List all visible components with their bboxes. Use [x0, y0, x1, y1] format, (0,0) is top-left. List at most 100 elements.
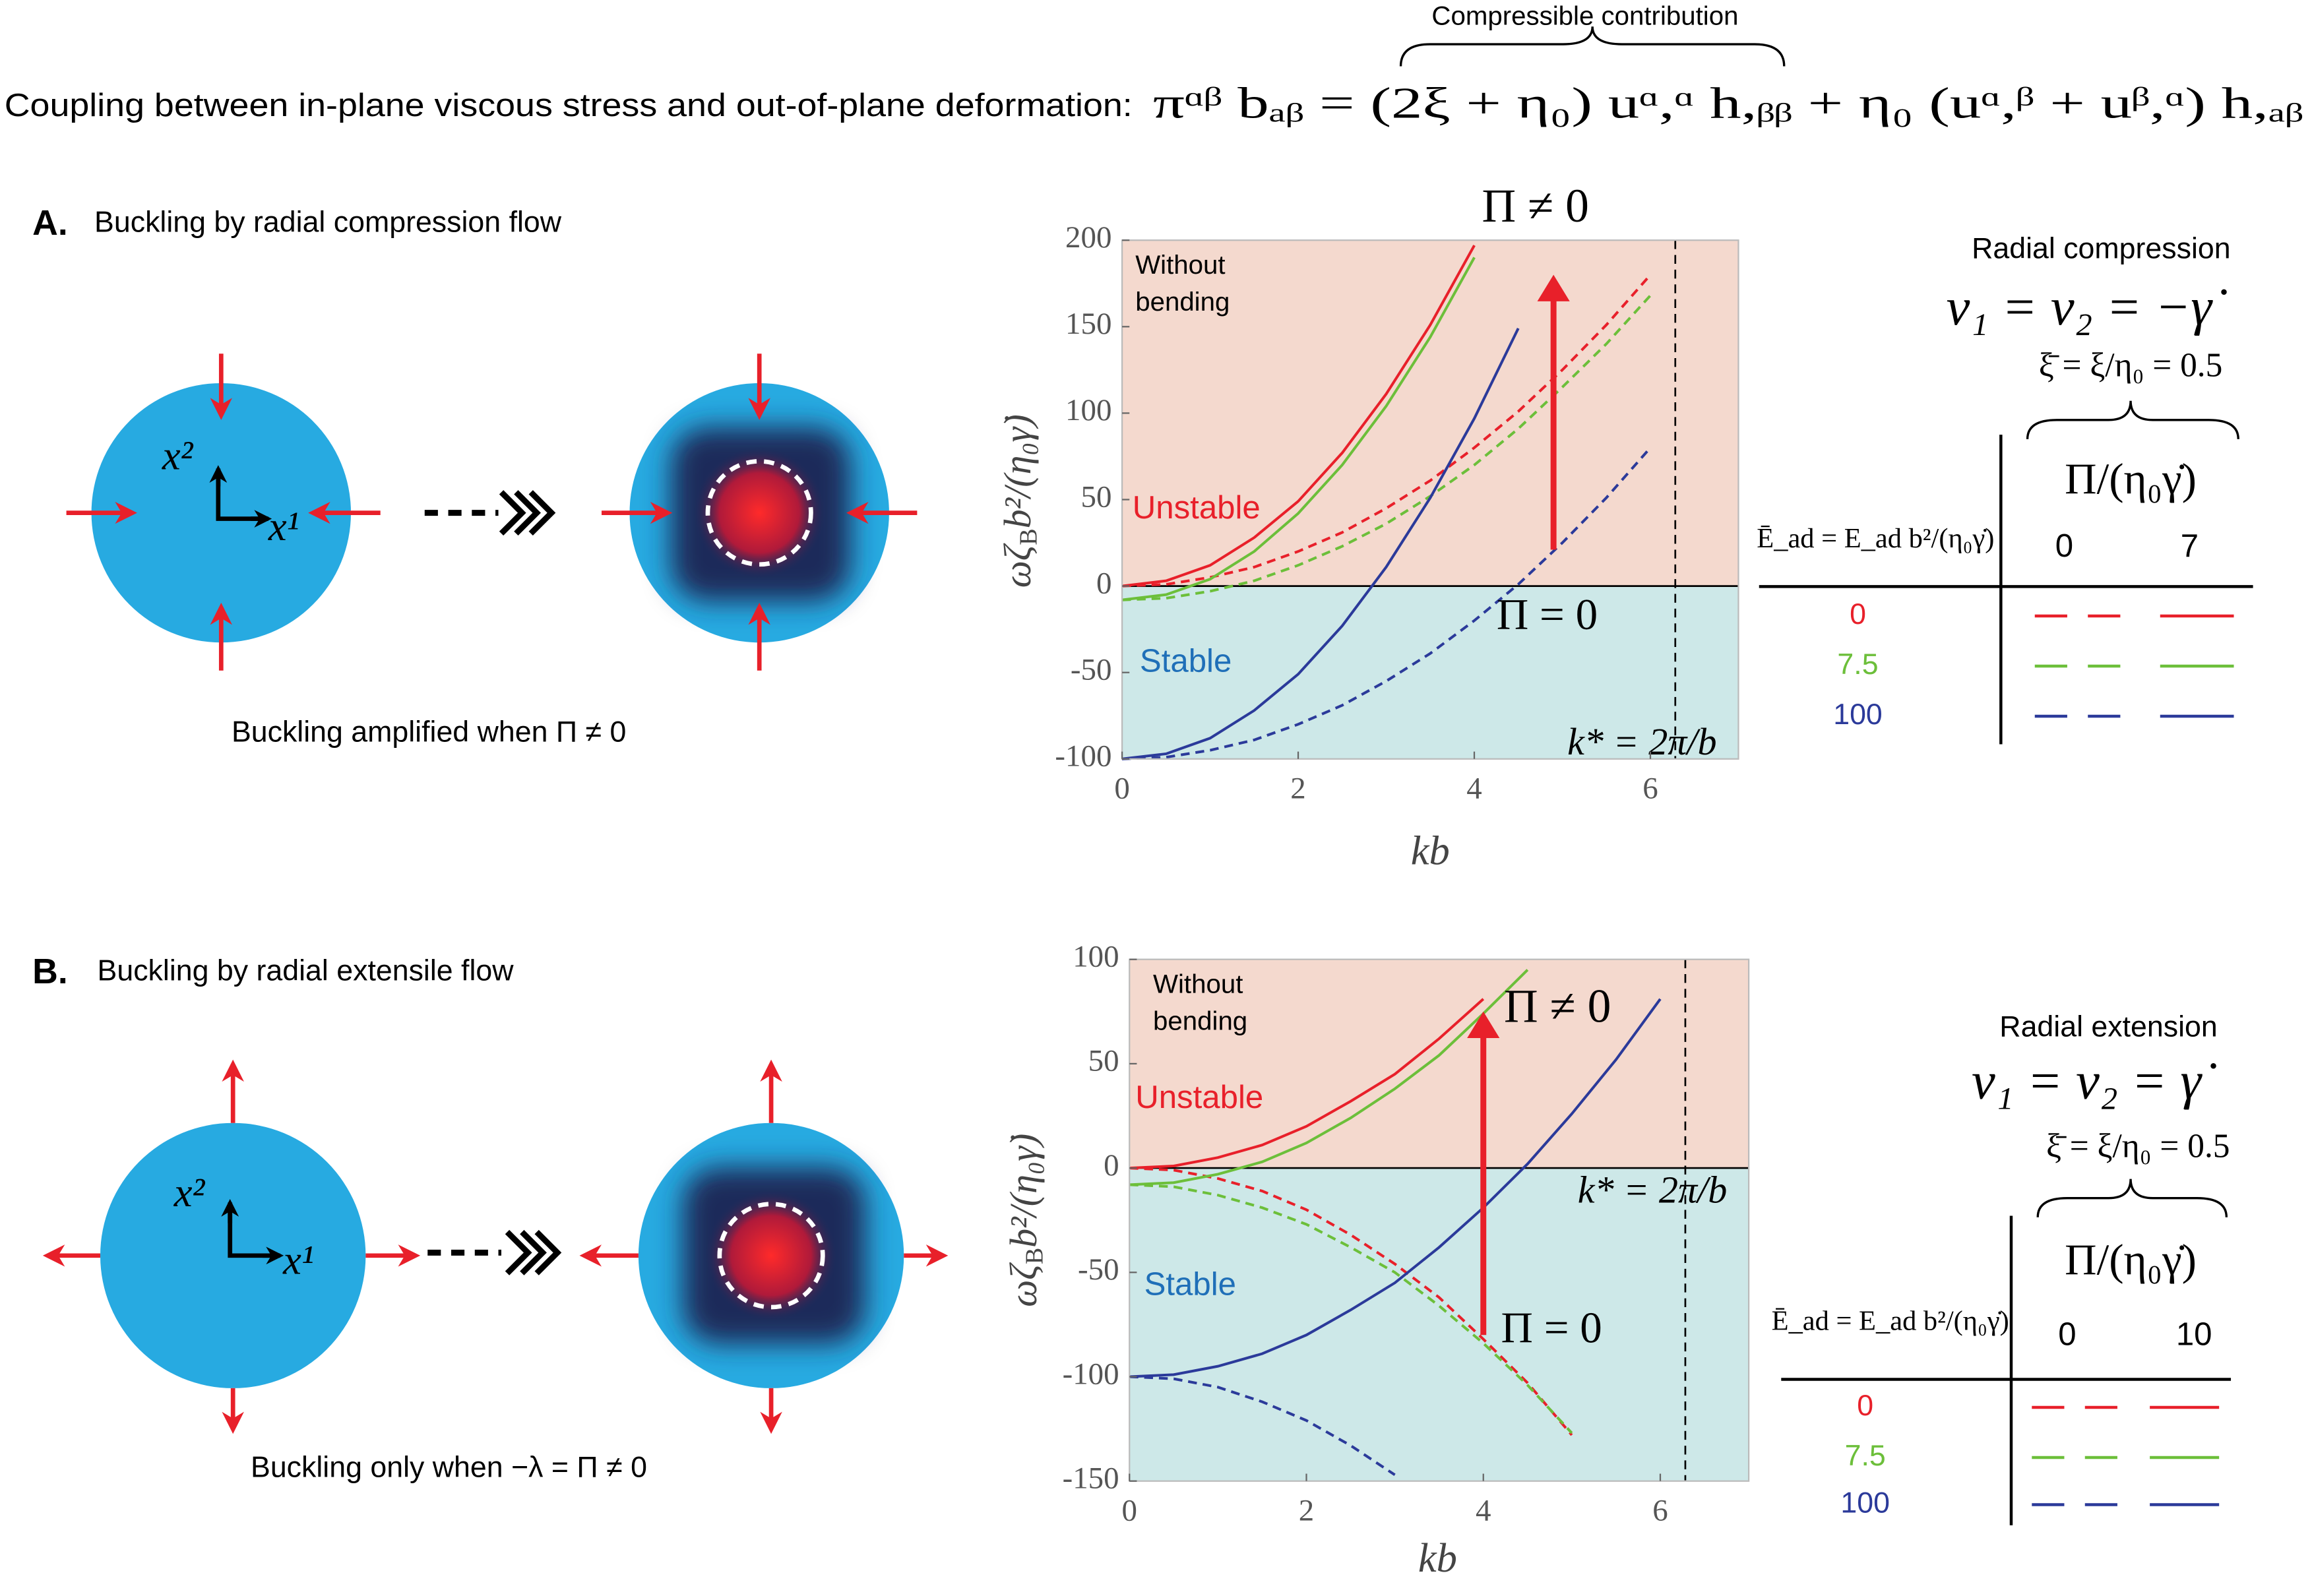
curve [1129, 998, 1662, 1378]
legend-flow: ν₁ = ν₂ = −γ̇ [1947, 278, 2227, 336]
y-tick-label: 0 [1104, 1148, 1119, 1182]
legend-row-header: Ē_ad = E_ad b²/(η₀γ̇) [1757, 523, 1994, 554]
arrow-head [1467, 1011, 1500, 1039]
y-axis-label-part: ωζ [1002, 1262, 1045, 1307]
y-axis-label-part: b²/(η₀γ̇) [1002, 1134, 1045, 1248]
annotation: k* = 2π/b [1567, 720, 1716, 763]
annotation: Π ≠ 0 [1482, 180, 1589, 232]
axis-label: x² [162, 433, 194, 479]
y-axis-label-part: ωζ [996, 543, 1039, 588]
brace [1399, 26, 1786, 67]
legend-xi: ξ̄ = ξ/η₀ = 0.5 [2046, 1128, 2230, 1165]
curve [1129, 998, 1485, 1170]
x-tick-label: 0 [1122, 1494, 1137, 1528]
caption: Buckling only when −λ = Π ≠ 0 [251, 1452, 647, 1484]
panel-title: Buckling by radial extensile flow [98, 955, 515, 987]
curve [1129, 969, 1529, 1186]
legend-flow: ν₁ = ν₂ = γ̇ [1972, 1051, 2216, 1110]
region-label: bending [1135, 287, 1230, 317]
annotation: Π ≠ 0 [1504, 980, 1611, 1032]
y-axis-label-part: b²/(η₀γ̇) [996, 414, 1039, 528]
plot-frame [1129, 958, 1750, 1482]
axis-label: x² [173, 1169, 206, 1215]
curve [1122, 274, 1652, 588]
y-tick-label: 0 [1096, 566, 1111, 600]
axis-label: x¹ [282, 1237, 314, 1283]
x-tick-label: 2 [1299, 1494, 1314, 1528]
y-axis-label: ωζBb²/(η₀γ̇) [1002, 1134, 1048, 1307]
curve [1129, 1375, 1396, 1476]
legend-column: 0 [2058, 1316, 2076, 1353]
legend-row: 0 [1857, 1390, 1873, 1422]
x-tick-label: 6 [1652, 1494, 1668, 1528]
x-tick-label: 4 [1466, 772, 1482, 806]
y-tick-label: -150 [1063, 1461, 1119, 1495]
header-text: Coupling between in-plane viscous stress… [5, 87, 1133, 123]
region-label: bending [1153, 1006, 1247, 1035]
diagram-b: B. Buckling by radial extensile flow x² … [32, 952, 949, 1484]
legend-row: 7.5 [1845, 1440, 1886, 1472]
y-axis-label-part: B [1020, 1248, 1048, 1264]
legend-row: 0 [1850, 598, 1866, 630]
curve [1121, 245, 1476, 588]
y-tick-label: 100 [1065, 393, 1111, 427]
brace [2026, 400, 2239, 439]
panel-label: B. [32, 952, 68, 991]
legend-column: 0 [2055, 528, 2073, 564]
curve [1129, 1183, 1573, 1434]
x-axis-label: kb [1418, 1535, 1457, 1581]
annotation: k* = 2π/b [1578, 1168, 1727, 1211]
annotation: Π = 0 [1501, 1303, 1602, 1352]
y-tick-label: 100 [1073, 939, 1119, 973]
curve [1121, 327, 1520, 760]
panel-label: A. [32, 203, 68, 243]
y-tick-label: -50 [1071, 652, 1112, 687]
brace [2036, 1179, 2228, 1217]
region-label: Stable [1144, 1266, 1236, 1303]
arrow-head [1537, 274, 1570, 301]
y-tick-label: 200 [1065, 220, 1111, 255]
legend-col-header: Π/(η₀γ̇) [2065, 1235, 2197, 1285]
legend-title: Radial compression [1972, 233, 2231, 265]
y-tick-label: -100 [1055, 739, 1111, 774]
caption: Buckling amplified when Π ≠ 0 [232, 716, 626, 749]
legend-row: 100 [1833, 698, 1883, 731]
region-label: Without [1135, 250, 1225, 280]
x-tick-label: 4 [1476, 1494, 1491, 1528]
legend-column: 10 [2176, 1316, 2212, 1353]
y-tick-label: -50 [1078, 1252, 1119, 1287]
legend-column: 7 [2181, 528, 2199, 564]
region-label: Without [1153, 969, 1243, 999]
region-label: Stable [1140, 643, 1232, 679]
diagram-a: A. Buckling by radial compression flow x… [32, 203, 918, 749]
region-label: Unstable [1133, 489, 1261, 526]
legend-xi: ξ̄ = ξ/η₀ = 0.5 [2039, 346, 2223, 384]
axis-label: x¹ [268, 503, 299, 549]
region-label: Unstable [1135, 1079, 1263, 1115]
legend-row: 100 [1840, 1487, 1890, 1519]
y-tick-label: -100 [1063, 1357, 1119, 1391]
y-tick-label: 50 [1088, 1044, 1119, 1078]
unstable-region [1129, 959, 1749, 1169]
y-tick-label: 50 [1081, 479, 1112, 514]
annotation: Π = 0 [1497, 590, 1598, 639]
x-axis-label: kb [1411, 827, 1450, 873]
stable-region [1129, 1168, 1749, 1481]
legend-title: Radial extension [1999, 1011, 2217, 1043]
x-tick-label: 6 [1642, 772, 1658, 806]
curve [1122, 446, 1652, 760]
y-axis-label: ωζBb²/(η₀γ̇) [996, 414, 1042, 588]
y-tick-label: 150 [1065, 307, 1111, 341]
unstable-region [1122, 240, 1739, 586]
y-axis-label-part: B [1015, 528, 1042, 545]
curve [1122, 294, 1652, 601]
legend-col-header: Π/(η₀γ̇) [2065, 454, 2197, 503]
x-tick-label: 0 [1114, 772, 1129, 806]
legend-row: 7.5 [1837, 648, 1878, 681]
annotation: Compressible contribution [1431, 1, 1738, 30]
panel-title: Buckling by radial compression flow [94, 206, 562, 238]
legend-row-header: Ē_ad = E_ad b²/(η₀γ̇) [1772, 1305, 2009, 1336]
x-tick-label: 2 [1290, 772, 1305, 806]
curve [1121, 257, 1476, 601]
